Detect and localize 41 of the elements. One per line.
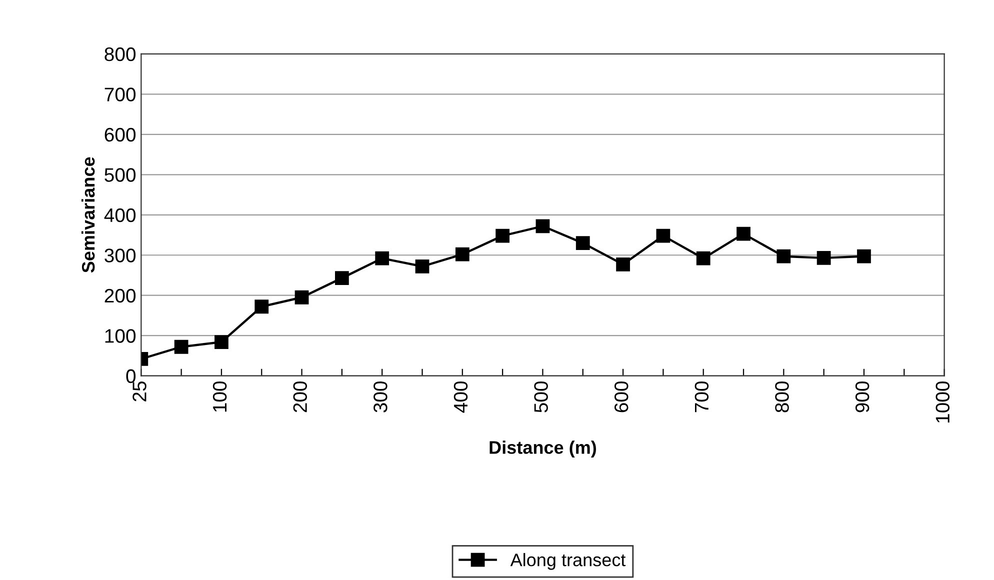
point [857, 249, 871, 264]
point [536, 219, 550, 234]
point [816, 251, 831, 265]
x-tick-label: 900 [855, 381, 870, 412]
y-axis-title: Semivariance [81, 157, 95, 273]
x-axis-title: Distance (m) [490, 440, 596, 458]
point [254, 300, 269, 314]
y-tick-label: 600 [104, 128, 136, 142]
point [334, 271, 349, 286]
y-tick-label: 300 [104, 248, 136, 262]
y-tick-label: 0 [126, 369, 136, 384]
x-tick-label: 200 [293, 381, 307, 412]
x-tick-label: 25 [132, 382, 146, 402]
x-tick-label: 600 [614, 381, 628, 412]
x-tick-label: 100 [212, 381, 227, 412]
x-tick-label: 700 [694, 381, 709, 412]
point [375, 251, 390, 266]
x-tick-label: 1000 [936, 381, 950, 422]
point [656, 228, 670, 243]
y-tick-label: 100 [105, 329, 136, 343]
point [616, 257, 630, 272]
point [736, 226, 750, 241]
point [214, 335, 228, 349]
point [415, 259, 430, 274]
point [455, 247, 470, 262]
point [776, 249, 791, 264]
point [696, 251, 710, 266]
y-tick-label: 400 [104, 208, 136, 222]
point [496, 228, 510, 243]
y-tick-label: 200 [104, 288, 136, 303]
point [294, 290, 309, 304]
x-tick-label: 300 [374, 381, 388, 412]
point [576, 236, 590, 250]
x-tick-label: 500 [534, 381, 548, 412]
point [174, 340, 188, 354]
y-tick-label: 800 [104, 47, 136, 62]
y-tick-label: 700 [104, 88, 136, 102]
x-tick-label: 800 [775, 381, 789, 412]
y-tick-label: 500 [104, 168, 136, 182]
x-tick-label: 400 [454, 381, 468, 413]
legend-label: Along transect [510, 553, 626, 570]
